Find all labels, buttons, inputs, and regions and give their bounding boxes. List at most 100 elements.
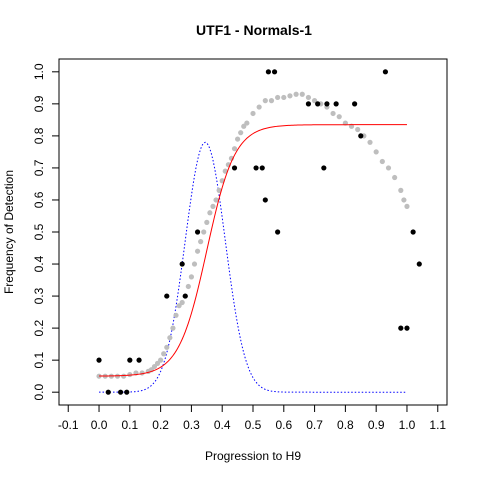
smoothed-point <box>244 120 250 126</box>
x-axis: -0.1 0.0 0.1 0.2 0.3 0.4 0.5 0.6 0.7 0.8 0.9 1.0 1.1 <box>58 404 446 432</box>
x-tick-label: 0.4 <box>214 418 231 432</box>
observed-point <box>265 69 271 75</box>
smoothed-point <box>154 360 161 366</box>
smoothed-point <box>121 373 127 379</box>
observed-point <box>124 389 130 395</box>
observed-point <box>382 69 389 75</box>
smoothed-point <box>204 219 210 225</box>
smoothed-point <box>305 94 312 101</box>
y-tick-label: 0.2 <box>32 319 46 336</box>
observed-point <box>333 101 339 107</box>
smoothed-point <box>311 98 318 104</box>
observed-point <box>136 357 142 363</box>
x-tick-label: 1.1 <box>429 418 446 432</box>
x-tick-label: 1.0 <box>399 418 416 432</box>
observed-point <box>271 69 278 75</box>
x-tick-label: 0.7 <box>306 418 323 432</box>
smoothed-point <box>398 187 404 193</box>
smoothed-point <box>392 174 398 181</box>
smoothed-point <box>176 303 182 309</box>
observed-points <box>96 69 422 395</box>
smoothed-point <box>179 299 185 306</box>
observed-point <box>262 197 268 203</box>
smoothed-point <box>238 130 244 136</box>
y-tick-label: 0.8 <box>32 127 46 144</box>
smoothed-point <box>210 203 216 209</box>
smoothed-point <box>250 110 256 117</box>
observed-point <box>164 293 170 299</box>
observed-point <box>194 229 201 235</box>
x-axis-title: Progression to H9 <box>205 449 301 463</box>
x-tick-label: -0.1 <box>58 418 79 432</box>
y-tick-label: 0.4 <box>32 255 46 272</box>
smoothed-point <box>262 98 268 104</box>
x-tick-label: 0.6 <box>275 418 292 432</box>
smoothed-point <box>401 197 407 203</box>
observed-point <box>398 325 404 331</box>
smoothed-point <box>256 104 262 110</box>
smoothed-point <box>164 344 170 350</box>
smoothed-point <box>373 149 379 155</box>
smoothed-points <box>96 91 410 379</box>
smoothed-point <box>379 158 385 165</box>
x-tick-label: 0.9 <box>368 418 385 432</box>
smoothed-point <box>299 91 305 97</box>
density-line <box>99 141 407 393</box>
x-tick-label: 0.8 <box>337 418 354 432</box>
smoothed-point <box>173 312 179 318</box>
x-tick-label: 0.2 <box>152 418 169 432</box>
y-tick-label: 0.9 <box>32 95 46 112</box>
smoothed-point <box>216 187 222 193</box>
x-tick-label: 0.3 <box>183 418 200 432</box>
y-tick-label: 1.0 <box>32 63 46 80</box>
y-tick-label: 0.1 <box>32 351 46 368</box>
smoothed-point <box>213 197 219 203</box>
smoothed-point <box>281 94 287 101</box>
observed-point <box>324 101 330 107</box>
density-curve <box>99 141 407 393</box>
observed-point <box>127 357 133 363</box>
sigmoid-fit-curve <box>99 124 407 377</box>
observed-point <box>96 357 102 363</box>
smoothed-point <box>170 325 176 331</box>
observed-point <box>305 101 312 107</box>
smoothed-point <box>198 239 204 245</box>
y-axis-title: Frequency of Detection <box>2 170 16 294</box>
smoothed-point <box>201 229 207 235</box>
x-tick-label: 0.5 <box>245 418 262 432</box>
smoothed-point <box>158 357 164 363</box>
smoothed-point <box>275 94 281 101</box>
x-tick-label: 0.0 <box>91 418 108 432</box>
smoothed-point <box>207 210 213 216</box>
smoothed-point <box>268 98 275 104</box>
smoothed-point <box>161 351 167 357</box>
y-tick-label: 0.3 <box>32 287 46 304</box>
y-tick-label: 0.0 <box>32 384 46 401</box>
observed-point <box>117 389 124 395</box>
observed-point <box>416 261 422 267</box>
observed-point <box>179 261 185 267</box>
smoothed-point <box>355 126 361 133</box>
observed-point <box>253 165 259 171</box>
smoothed-point <box>151 363 158 370</box>
smoothed-point <box>287 93 293 99</box>
smoothed-point <box>235 136 241 142</box>
smoothed-point <box>404 203 410 209</box>
observed-point <box>275 229 281 235</box>
smoothed-point <box>336 114 342 120</box>
y-axis: 0.0 0.1 0.2 0.3 0.4 0.5 0.6 0.7 0.8 0.9 1.0 <box>32 63 60 401</box>
sigmoid-fit-line <box>99 124 407 377</box>
smoothed-point <box>194 248 201 254</box>
smoothed-point <box>185 283 191 290</box>
smoothed-point <box>167 335 173 341</box>
observed-point <box>358 133 364 139</box>
observed-point <box>182 293 188 299</box>
smoothed-point <box>367 139 373 145</box>
smoothed-point <box>241 123 247 129</box>
y-tick-label: 0.7 <box>32 159 46 176</box>
observed-point <box>231 165 238 171</box>
smoothed-point <box>127 371 133 378</box>
smoothed-point <box>385 165 392 171</box>
